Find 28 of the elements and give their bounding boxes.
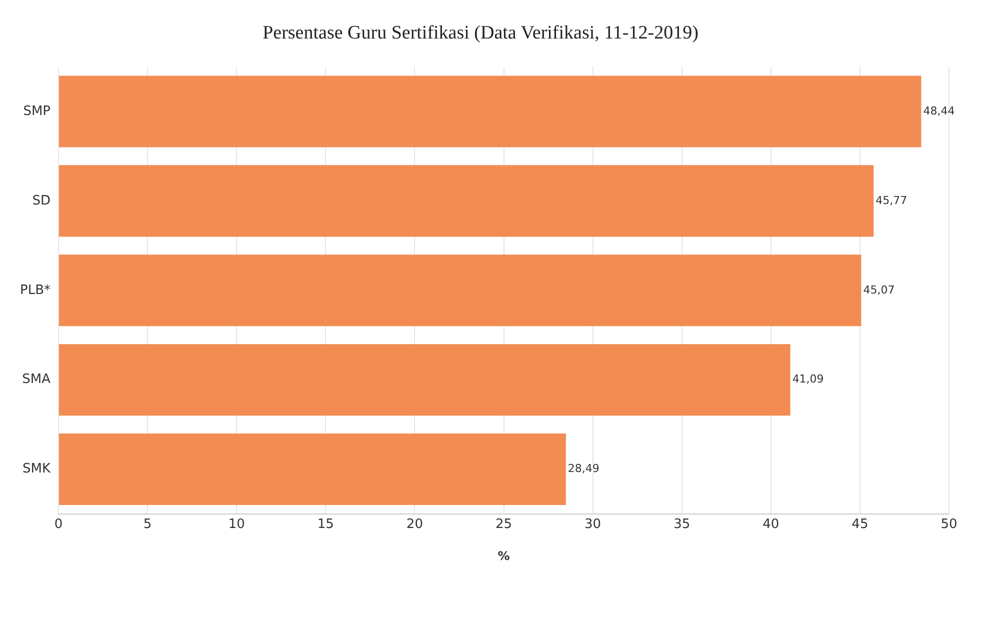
bar [59, 434, 566, 506]
x-tick-label: 40 [762, 517, 780, 532]
chart-title: Persentase Guru Sertifikasi (Data Verifikasi, 11-12-2019) [262, 22, 698, 44]
bar [59, 254, 862, 326]
y-tick-label: SD [32, 193, 50, 208]
data-label: 41,09 [792, 372, 824, 386]
x-axis-title: % [498, 548, 510, 563]
data-label: 45,07 [863, 283, 895, 296]
data-label: 45,77 [876, 194, 908, 207]
x-tick-label: 25 [495, 517, 512, 532]
y-tick-label: SMP [23, 104, 51, 119]
y-tick-label: SMA [22, 372, 51, 388]
data-label: 28,49 [568, 462, 600, 476]
data-label: 48,44 [923, 104, 955, 118]
x-tick-label: 20 [406, 517, 423, 532]
x-tick-label: 15 [317, 517, 334, 532]
x-tick-label: 10 [228, 517, 245, 532]
bar [59, 76, 922, 148]
y-tick-label: SMK [22, 462, 51, 477]
y-tick-label: PLB* [20, 282, 51, 298]
x-tick-label: 45 [852, 517, 868, 532]
x-tick-label: 5 [143, 517, 152, 532]
bar [59, 344, 790, 416]
bar [59, 165, 874, 237]
x-tick-label: 30 [584, 517, 602, 532]
x-tick-label: 0 [54, 517, 63, 532]
x-tick-label: 50 [940, 517, 958, 532]
x-tick-label: 35 [674, 517, 690, 532]
